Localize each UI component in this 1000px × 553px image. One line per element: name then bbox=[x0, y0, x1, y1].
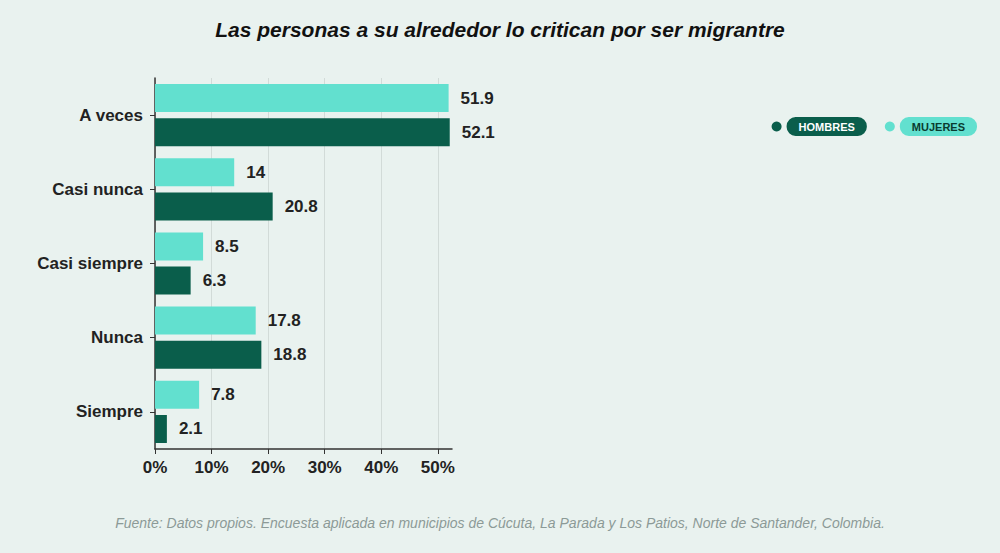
svg-text:30%: 30% bbox=[308, 458, 342, 477]
svg-text:Casi nunca: Casi nunca bbox=[52, 180, 143, 199]
svg-text:Casi siempre: Casi siempre bbox=[37, 254, 143, 273]
svg-text:6.3: 6.3 bbox=[203, 271, 227, 290]
svg-text:Siempre: Siempre bbox=[76, 402, 143, 421]
svg-text:8.5: 8.5 bbox=[215, 237, 239, 256]
svg-text:Fuente: Datos propios. Encuest: Fuente: Datos propios. Encuesta aplicada… bbox=[115, 515, 885, 531]
svg-text:Nunca: Nunca bbox=[91, 328, 144, 347]
svg-text:0%: 0% bbox=[143, 458, 168, 477]
svg-text:Las personas a su alrededor lo: Las personas a su alrededor lo critican … bbox=[215, 18, 785, 41]
svg-text:40%: 40% bbox=[364, 458, 398, 477]
svg-text:14: 14 bbox=[246, 163, 265, 182]
svg-text:50%: 50% bbox=[421, 458, 455, 477]
svg-text:20%: 20% bbox=[251, 458, 285, 477]
svg-text:17.8: 17.8 bbox=[268, 311, 301, 330]
svg-text:A veces: A veces bbox=[79, 106, 143, 125]
svg-text:7.8: 7.8 bbox=[211, 385, 235, 404]
svg-text:52.1: 52.1 bbox=[462, 123, 495, 142]
svg-text:51.9: 51.9 bbox=[461, 89, 494, 108]
svg-text:10%: 10% bbox=[195, 458, 229, 477]
svg-text:20.8: 20.8 bbox=[285, 197, 318, 216]
svg-text:HOMBRES: HOMBRES bbox=[799, 121, 855, 133]
svg-text:2.1: 2.1 bbox=[179, 419, 203, 438]
svg-text:MUJERES: MUJERES bbox=[912, 121, 965, 133]
svg-text:18.8: 18.8 bbox=[273, 345, 306, 364]
